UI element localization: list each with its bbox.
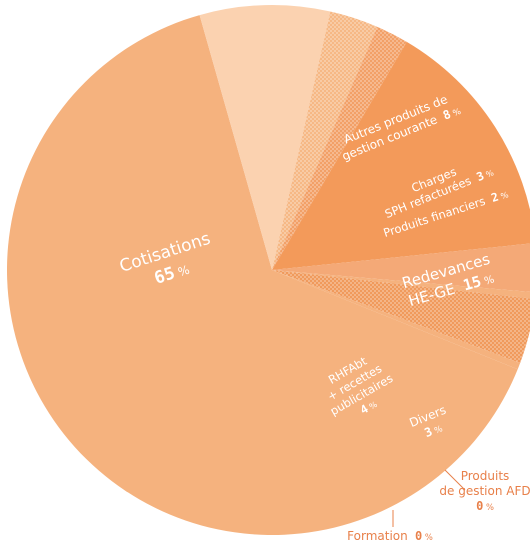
pie-slice-texture-charges	[272, 11, 378, 270]
pie-label-percent: 2	[483, 190, 501, 208]
pie-slice-gestion_afd	[272, 270, 530, 299]
pie-label-gestion_afd: Produits de gestion AFD 0 %	[439, 469, 530, 513]
leader-line-gestion_afd	[444, 469, 466, 491]
pie-label-formation: Formation 0 %	[347, 529, 433, 543]
pie-slice-cotisations	[6, 15, 518, 535]
pie-label-percent: 0	[476, 499, 483, 513]
pie-slice-redevances	[272, 41, 530, 270]
pie-label-percent-sign: %	[497, 190, 510, 202]
pie-slice-texture-rhfabt	[272, 270, 530, 364]
pie-label-line: Formation	[347, 529, 408, 543]
pie-slice-texture-financiers	[272, 26, 407, 270]
pie-label-percent-sign: %	[482, 168, 495, 180]
pie-label-percent-sign: %	[430, 423, 444, 436]
pie-slice-divers	[272, 243, 530, 292]
pie-label-percent-sign: %	[480, 273, 496, 288]
pie-label-percent-sign: %	[422, 532, 433, 542]
pie-label-percent-sign: %	[483, 502, 494, 512]
pie-label-line: Produits	[461, 469, 510, 483]
pie-label-percent: 3	[468, 168, 486, 186]
pie-label-percent-sign: %	[173, 263, 192, 281]
pie-slice-autres	[199, 4, 331, 271]
pie-slice-formation	[272, 270, 521, 370]
pie-label-percent: 0	[408, 529, 422, 543]
pie-label-percent-sign: %	[449, 106, 463, 119]
pie-label-line: de gestion AFD	[439, 484, 530, 498]
pie-label-percent: 8	[434, 107, 453, 125]
pie-label-percent: 3	[422, 424, 434, 440]
